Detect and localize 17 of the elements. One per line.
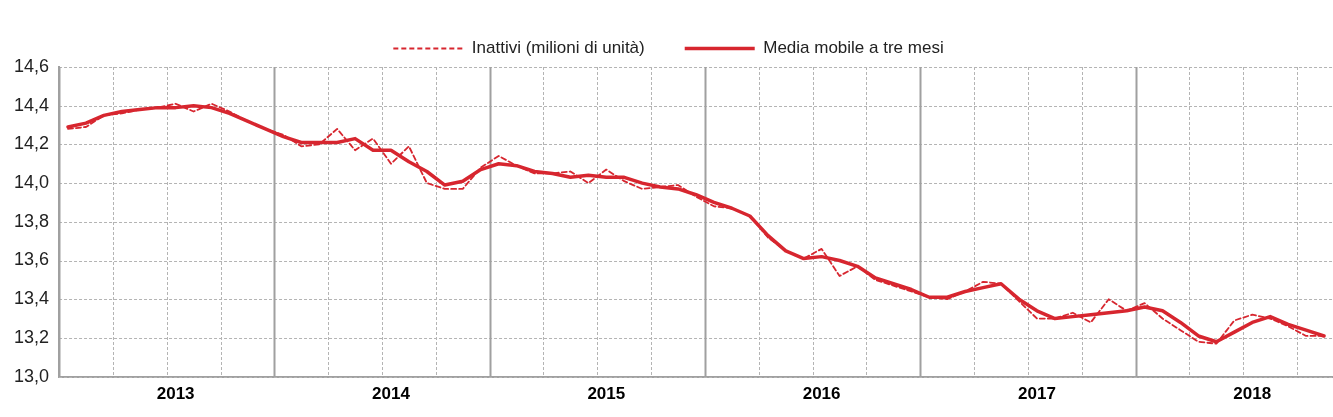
y-tick-label: 14,2 <box>13 133 50 154</box>
y-tick-label: 14,6 <box>13 55 50 76</box>
y-tick-label: 13,6 <box>13 249 50 270</box>
y-tick-label: 14,4 <box>13 94 50 115</box>
legend-label: Inattivi (milioni di unità) <box>471 38 645 58</box>
x-tick-label: 2014 <box>372 384 411 404</box>
x-tick-label: 2016 <box>802 384 841 404</box>
y-tick-label: 13,8 <box>13 210 50 231</box>
y-tick-label: 14,0 <box>13 172 50 193</box>
x-tick-label: 2018 <box>1233 384 1272 404</box>
x-tick-label: 2013 <box>156 384 195 404</box>
legend-label: Media mobile a tre mesi <box>763 38 944 58</box>
y-tick-label: 13,2 <box>13 326 50 347</box>
y-tick-label: 13,4 <box>13 288 50 309</box>
y-tick-label: 13,0 <box>13 365 50 386</box>
x-tick-label: 2015 <box>587 384 626 404</box>
x-tick-label: 2017 <box>1018 384 1056 404</box>
